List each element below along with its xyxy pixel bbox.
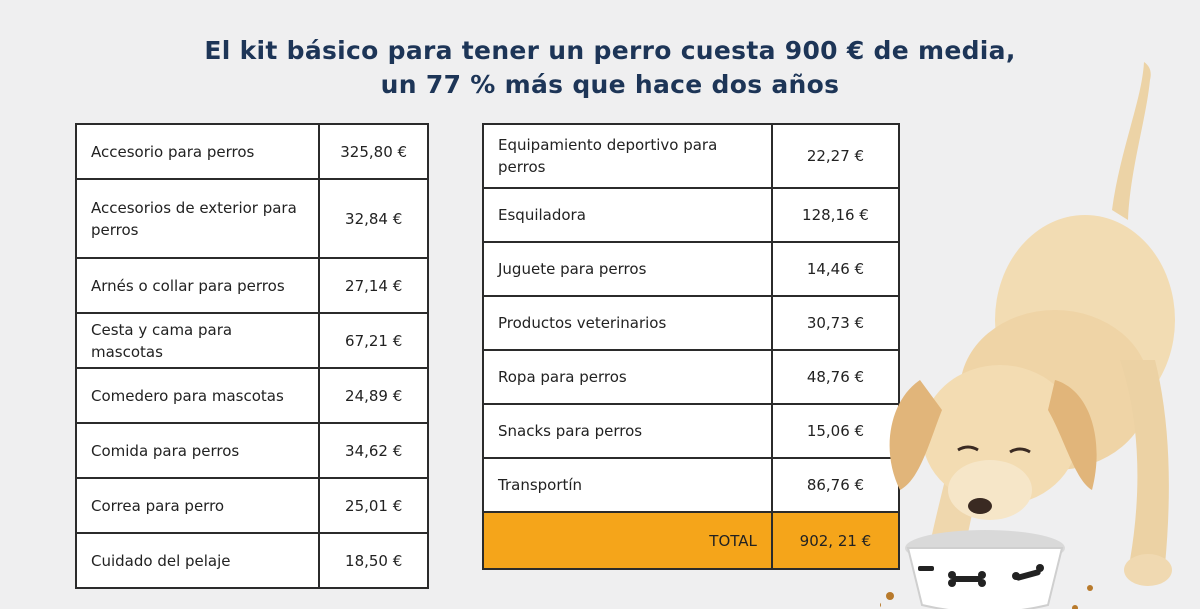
item-name: Comedero para mascotas [74,367,321,424]
item-price: 67,21 € [318,312,429,369]
table-row: Equipamiento deportivo para perros 22,27… [482,123,901,189]
total-label: TOTAL [482,511,773,570]
page-title: El kit básico para tener un perro cuesta… [150,34,1070,102]
item-price: 25,01 € [318,477,429,534]
total-value: 902, 21 € [770,511,901,570]
item-price: 34,62 € [318,422,429,479]
item-name: Ropa para perros [482,349,773,405]
item-price: 48,76 € [770,349,901,405]
item-name: Esquiladora [482,187,773,243]
table-row: Productos veterinarios 30,73 € [482,295,901,351]
table-row: Snacks para perros 15,06 € [482,403,901,459]
title-line-1: El kit básico para tener un perro cuesta… [204,36,1016,65]
table-row: Ropa para perros 48,76 € [482,349,901,405]
item-name: Cuidado del pelaje [74,532,321,589]
table-row: Arnés o collar para perros 27,14 € [74,257,429,314]
item-price: 30,73 € [770,295,901,351]
table-row: Cesta y cama para mascotas 67,21 € [74,312,429,369]
item-price: 27,14 € [318,257,429,314]
item-price: 14,46 € [770,241,901,297]
table-row: Cuidado del pelaje 18,50 € [74,532,429,589]
puppy-eating-illustration [880,62,1175,609]
table-row: Comida para perros 34,62 € [74,422,429,479]
item-price: 325,80 € [318,123,429,180]
item-price: 128,16 € [770,187,901,243]
item-name: Transportín [482,457,773,513]
item-name: Cesta y cama para mascotas [74,312,321,369]
table-row: Juguete para perros 14,46 € [482,241,901,297]
item-name: Comida para perros [74,422,321,479]
total-row: TOTAL 902, 21 € [482,511,901,570]
item-price: 86,76 € [770,457,901,513]
item-price: 24,89 € [318,367,429,424]
item-name: Equipamiento deportivo para perros [482,123,773,189]
table-row: Correa para perro 25,01 € [74,477,429,534]
item-name: Productos veterinarios [482,295,773,351]
table-row: Accesorios de exterior para perros 32,84… [74,178,429,259]
table-row: Comedero para mascotas 24,89 € [74,367,429,424]
item-name: Accesorio para perros [74,123,321,180]
item-name: Snacks para perros [482,403,773,459]
item-price: 18,50 € [318,532,429,589]
item-price: 15,06 € [770,403,901,459]
item-price: 32,84 € [318,178,429,259]
item-price: 22,27 € [770,123,901,189]
table-row: Transportín 86,76 € [482,457,901,513]
title-line-2: un 77 % más que hace dos años [380,70,840,99]
cost-table-left: Accesorio para perros 325,80 € Accesorio… [74,123,429,589]
cost-table-right: Equipamiento deportivo para perros 22,27… [482,123,901,570]
item-name: Arnés o collar para perros [74,257,321,314]
table-row: Accesorio para perros 325,80 € [74,123,429,180]
table-row: Esquiladora 128,16 € [482,187,901,243]
item-name: Correa para perro [74,477,321,534]
item-name: Juguete para perros [482,241,773,297]
item-name: Accesorios de exterior para perros [74,178,321,259]
